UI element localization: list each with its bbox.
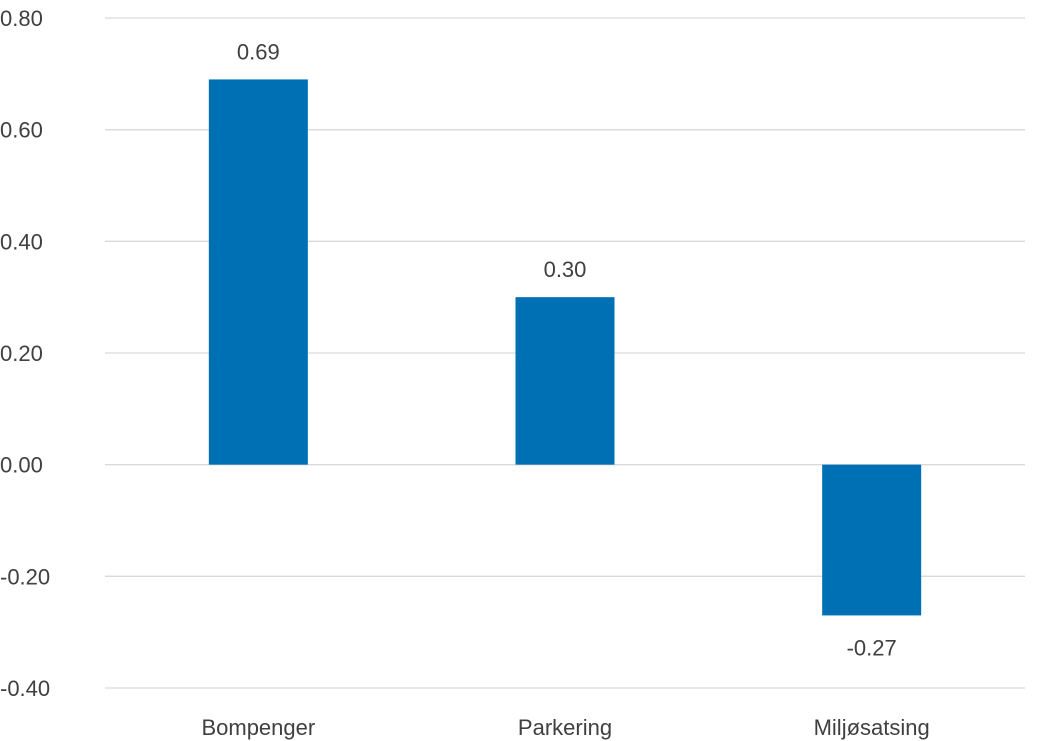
y-tick-label: 0.20 xyxy=(0,341,43,366)
data-label: 0.30 xyxy=(544,257,587,282)
x-axis-category-labels: Bompenger Parkering Miljøsatsing xyxy=(201,715,929,740)
bar-parkering xyxy=(515,297,615,465)
y-tick-label: -0.20 xyxy=(0,564,50,589)
y-axis-tick-labels: 0.80 0.60 0.40 0.20 0.00 -0.20 -0.40 xyxy=(0,6,50,701)
bar-bompenger xyxy=(208,79,308,465)
y-tick-label: 0.60 xyxy=(0,118,43,143)
y-tick-label: -0.40 xyxy=(0,676,50,701)
bar-miljøsatsing xyxy=(822,464,922,616)
bars xyxy=(208,79,922,616)
category-label: Bompenger xyxy=(201,715,315,740)
y-tick-label: 0.00 xyxy=(0,453,43,478)
category-label: Miljøsatsing xyxy=(814,715,930,740)
data-labels: 0.69 0.30 -0.27 xyxy=(237,39,897,660)
y-tick-label: 0.80 xyxy=(0,6,43,31)
y-tick-label: 0.40 xyxy=(0,229,43,254)
category-label: Parkering xyxy=(518,715,612,740)
data-label: 0.69 xyxy=(237,39,280,64)
data-label: -0.27 xyxy=(847,635,897,660)
